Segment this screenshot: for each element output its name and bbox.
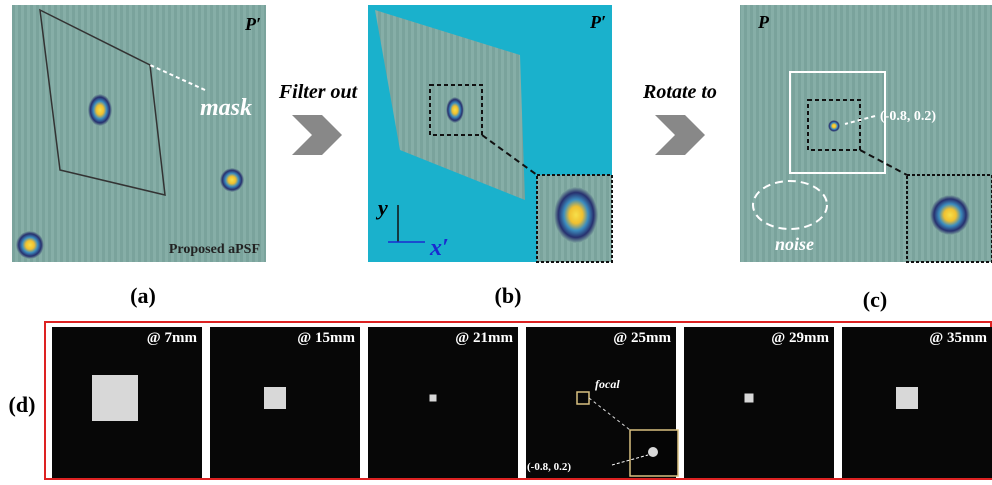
coordinate: (-0.8, 0.2) <box>880 109 936 124</box>
psf-center <box>446 97 464 123</box>
axis-label: x′ <box>429 235 449 261</box>
frames: @ 7mm @ 15mm @ 21mm @ 25mm @ 29mm @ 35mm <box>52 327 992 478</box>
focal-spot <box>648 447 658 457</box>
spot <box>264 387 286 409</box>
frame-label: @ 29mm <box>771 330 829 346</box>
frame-label: @ 21mm <box>455 330 513 346</box>
spot <box>745 394 754 403</box>
chevron <box>292 115 342 155</box>
frame <box>368 327 518 478</box>
mask-label: mask <box>200 95 252 121</box>
noise-label: noise <box>775 234 814 254</box>
panel-label: (c) <box>863 287 887 312</box>
caption: Proposed aPSF <box>169 242 260 257</box>
corner-label: P <box>757 12 770 32</box>
panel-label: (d) <box>9 392 36 417</box>
frame-label: @ 35mm <box>929 330 987 346</box>
step-label: Rotate to <box>642 81 717 103</box>
psf-side <box>220 168 244 192</box>
psf-zoom <box>930 195 970 235</box>
frame-label: @ 25mm <box>613 330 671 346</box>
frame <box>684 327 834 478</box>
frame-label: @ 15mm <box>297 330 355 346</box>
panel-label: (a) <box>130 283 156 308</box>
chevron <box>655 115 705 155</box>
psf-side <box>16 231 44 259</box>
coordinate: (-0.8, 0.2) <box>527 461 571 473</box>
panel-a <box>12 5 266 262</box>
frame-label: @ 7mm <box>147 330 198 346</box>
psf-zoom <box>554 187 598 243</box>
focal-label: focal <box>595 377 620 391</box>
figure: P′ mask Proposed aPSF (a) Filter out P′ … <box>0 0 992 480</box>
spot <box>92 375 138 421</box>
step-label: Filter out <box>278 81 359 103</box>
spot <box>896 387 918 409</box>
psf-center <box>828 120 840 132</box>
spot <box>430 395 437 402</box>
psf-center <box>88 94 112 126</box>
corner-label: P′ <box>244 14 261 34</box>
corner-label: P′ <box>589 12 606 32</box>
panel-label: (b) <box>495 283 522 308</box>
